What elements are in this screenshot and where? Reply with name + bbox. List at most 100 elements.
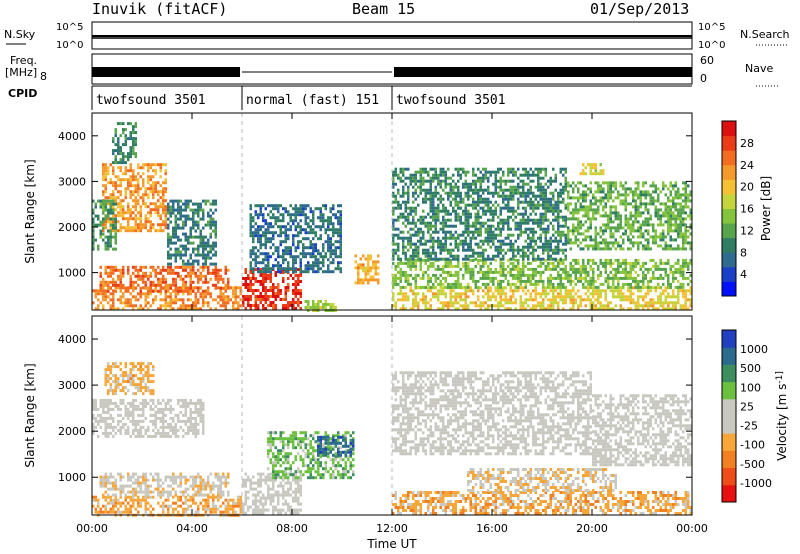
power-cell <box>124 193 127 197</box>
power-cell <box>269 222 272 226</box>
power-cell <box>139 277 142 281</box>
power-cell <box>574 273 577 277</box>
power-cell <box>594 199 597 203</box>
power-cell <box>124 172 127 176</box>
power-cell <box>294 261 297 265</box>
power-cell <box>184 208 187 212</box>
power-cell <box>139 211 142 215</box>
power-cell <box>112 292 115 296</box>
power-cell <box>557 215 560 219</box>
power-cell <box>177 217 180 221</box>
power-cell <box>114 217 117 221</box>
power-cell <box>522 286 525 290</box>
power-cell <box>459 295 462 299</box>
power-cell <box>179 238 182 242</box>
power-cell <box>614 214 617 218</box>
power-cell <box>142 181 145 185</box>
power-cell <box>249 307 252 310</box>
power-cell <box>442 215 445 219</box>
power-cell <box>189 253 192 257</box>
power-cell <box>397 276 400 280</box>
power-cell <box>429 239 432 243</box>
power-cell <box>559 230 562 234</box>
power-cell <box>232 292 235 296</box>
power-cell <box>547 218 550 222</box>
power-cell <box>597 199 600 203</box>
power-cell <box>514 239 517 243</box>
power-cell <box>497 167 500 171</box>
power-cell <box>314 249 317 253</box>
power-cell <box>449 304 452 308</box>
power-cell <box>467 227 470 231</box>
power-cell <box>402 212 405 216</box>
power-cell <box>539 176 542 180</box>
power-cell <box>552 239 555 243</box>
power-cell <box>134 217 137 221</box>
power-cell <box>454 212 457 216</box>
power-cell <box>407 215 410 219</box>
power-cell <box>684 301 687 305</box>
power-cell <box>214 268 217 272</box>
power-cell <box>292 240 295 244</box>
power-cell <box>529 203 532 207</box>
power-cell <box>477 176 480 180</box>
power-cell <box>412 185 415 189</box>
power-cell <box>557 307 560 311</box>
power-cell <box>447 176 450 180</box>
power-cell <box>374 272 377 276</box>
power-cell <box>619 261 622 265</box>
power-cell <box>419 176 422 180</box>
power-cell <box>284 240 287 244</box>
power-cell <box>589 199 592 203</box>
power-cell <box>572 267 575 271</box>
power-cell <box>542 261 545 265</box>
power-cell <box>457 285 460 289</box>
power-cell <box>582 184 585 188</box>
power-cell <box>577 270 580 274</box>
power-cell <box>429 285 432 289</box>
power-cell <box>559 233 562 237</box>
power-cell <box>182 304 185 308</box>
power-cell <box>422 197 425 201</box>
power-cell <box>129 149 132 153</box>
power-cell <box>224 271 227 275</box>
power-cell <box>514 298 517 302</box>
power-cell <box>447 248 450 252</box>
power-cell <box>317 207 320 211</box>
power-cell <box>599 247 602 251</box>
power-cell <box>412 304 415 308</box>
power-cell <box>427 179 430 183</box>
power-cell <box>429 215 432 219</box>
power-cell <box>314 234 317 238</box>
freq-band-2 <box>394 67 692 77</box>
power-cell <box>539 292 542 296</box>
power-cell <box>214 265 217 269</box>
power-cell <box>567 190 570 194</box>
power-cell <box>394 197 397 201</box>
power-cell <box>484 282 487 286</box>
power-cell <box>614 276 617 280</box>
power-cell <box>609 258 612 262</box>
power-cell <box>299 240 302 244</box>
power-cell <box>119 289 122 293</box>
power-cell <box>114 202 117 206</box>
power-cell <box>619 217 622 221</box>
power-cell <box>272 225 275 229</box>
power-cell <box>369 257 372 261</box>
power-cell <box>239 298 242 302</box>
power-cell <box>197 235 200 239</box>
power-cell <box>577 217 580 221</box>
power-cell <box>487 264 490 268</box>
power-cell <box>139 226 142 230</box>
power-cell <box>687 282 690 286</box>
power-cell <box>592 273 595 277</box>
power-cell <box>269 216 272 220</box>
power-cell <box>532 257 535 261</box>
power-cell <box>299 307 302 310</box>
power-cell <box>497 292 500 296</box>
power-cell <box>184 286 187 290</box>
power-cell <box>499 182 502 186</box>
power-cell <box>192 250 195 254</box>
power-cell <box>657 298 660 302</box>
power-cell <box>182 232 185 236</box>
